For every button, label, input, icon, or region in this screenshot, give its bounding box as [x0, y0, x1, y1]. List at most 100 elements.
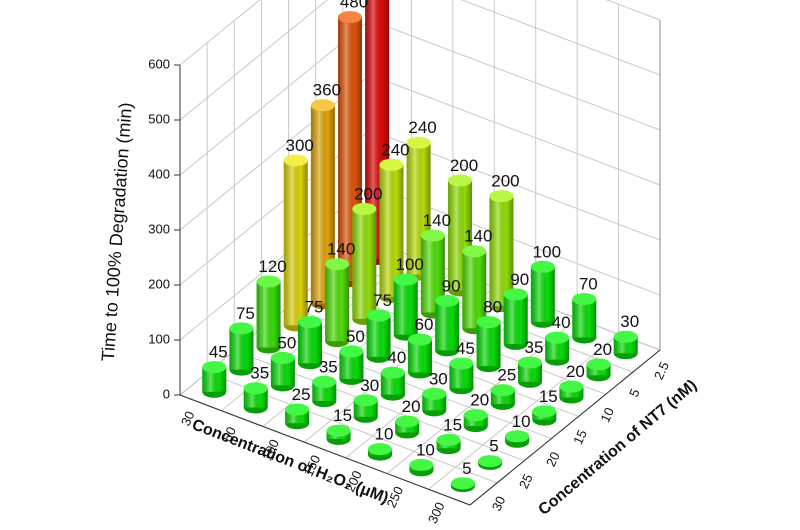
- bar-group: 140: [325, 240, 355, 348]
- bar-top: [393, 273, 418, 286]
- value-label: 30: [620, 312, 639, 331]
- bar-group: 20: [586, 340, 612, 382]
- bar-group: 20: [559, 362, 585, 404]
- bar-shade: [530, 266, 555, 322]
- bar-group: 15: [532, 387, 558, 426]
- x-tick-label: 30: [178, 409, 198, 428]
- bar-group: 35: [243, 364, 269, 414]
- bar-group: 35: [518, 338, 543, 388]
- value-label: 35: [250, 364, 269, 383]
- value-label: 200: [354, 184, 382, 203]
- value-label: 240: [408, 118, 436, 137]
- bar-group: 90: [435, 276, 461, 357]
- y-tick-label: 20: [543, 449, 563, 468]
- value-label: 20: [593, 340, 612, 359]
- bar-shade: [229, 328, 254, 370]
- value-label: 200: [450, 156, 478, 175]
- value-label: 30: [429, 369, 448, 388]
- value-label: 5: [489, 437, 498, 456]
- bar-group: 35: [312, 357, 338, 408]
- z-tick-label: 300: [148, 221, 170, 236]
- bar-top: [463, 409, 488, 422]
- value-label: 5: [462, 459, 471, 478]
- bar-group: 75: [298, 297, 323, 370]
- bar-top: [325, 258, 350, 271]
- value-label: 140: [464, 227, 492, 246]
- bar-top: [270, 351, 295, 364]
- value-label: 70: [579, 274, 598, 293]
- y-tick-label: 15: [570, 427, 590, 446]
- bar-top: [202, 361, 227, 374]
- x-tick-label: 300: [425, 500, 448, 526]
- value-label: 20: [566, 362, 585, 381]
- grid-line: [179, 0, 661, 121]
- bar-top: [379, 158, 404, 171]
- bar-top: [256, 275, 281, 288]
- bar-group: 200: [352, 184, 382, 325]
- bar-top: [505, 430, 530, 443]
- bar-shade: [503, 294, 528, 344]
- bar-top: [352, 202, 377, 215]
- bar-top: [518, 356, 542, 369]
- value-label: 480: [340, 0, 368, 12]
- bar-shade: [325, 264, 350, 342]
- axis-edge: [469, 349, 661, 506]
- bar-shade: [352, 208, 377, 319]
- bar-group: 50: [270, 333, 296, 392]
- z-tick-label: 200: [148, 276, 170, 291]
- bar-top: [422, 387, 447, 400]
- value-label: 90: [442, 276, 461, 295]
- value-label: 100: [396, 255, 424, 274]
- bar-shade: [435, 300, 460, 351]
- value-label: 25: [497, 366, 516, 385]
- value-label: 20: [470, 391, 489, 410]
- bar-top: [490, 384, 515, 397]
- bar-shade: [489, 196, 514, 307]
- bar-top: [312, 375, 337, 388]
- grid-line: [179, 0, 661, 66]
- bar-top: [243, 382, 268, 395]
- value-label: 50: [346, 327, 365, 346]
- value-label: 20: [402, 397, 421, 416]
- bar-top: [310, 99, 335, 112]
- bar-group: 45: [202, 343, 228, 398]
- bar-group: 30: [353, 376, 379, 423]
- bar-group: 60: [408, 315, 433, 379]
- z-tick-label: 100: [148, 331, 170, 346]
- value-label: 80: [483, 298, 502, 317]
- y-tick-label: 25: [516, 472, 536, 491]
- bar-group: 5: [450, 459, 475, 493]
- value-label: 360: [313, 81, 341, 100]
- value-label: 25: [292, 385, 311, 404]
- z-tick-label: 0: [163, 386, 170, 401]
- bar-shade: [256, 281, 281, 348]
- bar-shade: [476, 322, 501, 367]
- bar-top: [530, 260, 555, 273]
- bar-shade: [393, 279, 418, 335]
- bar-top: [435, 294, 460, 307]
- bar-group: 240: [406, 118, 437, 281]
- bar-top: [339, 345, 364, 358]
- bar-group: 10: [368, 425, 393, 461]
- bar-group: 90: [503, 270, 529, 350]
- bar-top: [462, 245, 487, 258]
- bar-group: 15: [326, 406, 352, 445]
- bar-top: [586, 358, 611, 371]
- bar-top: [298, 315, 322, 328]
- bars: 6002404802002403602001402001003001401007…: [202, 0, 639, 493]
- value-label: 240: [381, 140, 409, 159]
- z-axis-title: Time to 100% Degradation (min): [98, 102, 136, 362]
- bar-top: [420, 229, 445, 242]
- bar-group: 40: [545, 313, 571, 366]
- value-label: 50: [277, 333, 296, 352]
- bar-top: [545, 331, 570, 344]
- value-label: 60: [415, 315, 434, 334]
- value-label: 10: [375, 425, 394, 444]
- bar-top: [408, 333, 432, 346]
- value-label: 200: [491, 172, 519, 191]
- x-tick-label: 50: [219, 424, 239, 443]
- axis-edge: [179, 394, 471, 506]
- value-label: 10: [512, 412, 531, 431]
- bar-group: 200: [489, 172, 520, 313]
